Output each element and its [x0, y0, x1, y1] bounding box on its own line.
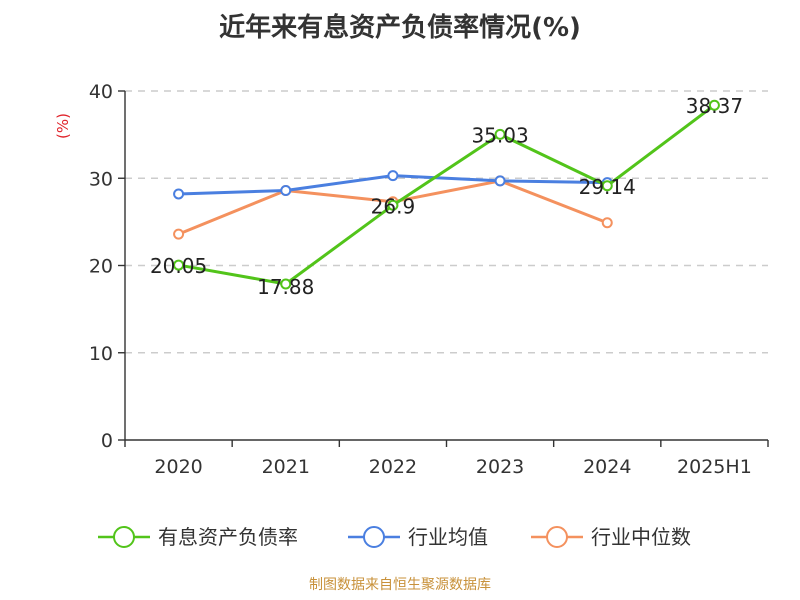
- data-point: [173, 188, 185, 200]
- y-tick-label: 30: [89, 168, 113, 190]
- legend-label: 行业均值: [408, 525, 488, 549]
- data-point: [708, 99, 720, 111]
- x-tick-label: 2024: [583, 456, 631, 478]
- legend-item: 行业均值: [348, 525, 488, 549]
- x-tick-label: 2020: [154, 456, 202, 478]
- data-label: 29.14: [579, 175, 636, 199]
- data-point: [494, 128, 506, 140]
- data-point: [173, 228, 185, 240]
- data-point: [280, 184, 292, 196]
- x-tick-label: 2022: [369, 456, 417, 478]
- data-point: [280, 278, 292, 290]
- legend-item: 有息资产负债率: [98, 525, 298, 549]
- x-tick-label: 2025H1: [677, 456, 752, 478]
- series-0: [173, 99, 720, 290]
- data-point: [387, 199, 399, 211]
- chart-title: 近年来有息资产负债率情况(%): [219, 12, 581, 43]
- x-tick-label: 2023: [476, 456, 524, 478]
- legend-label: 有息资产负债率: [158, 525, 298, 549]
- x-tick-label: 2021: [262, 456, 310, 478]
- legend-marker: [363, 526, 385, 548]
- data-label: 38.37: [686, 94, 743, 118]
- data-label: 35.03: [471, 123, 528, 147]
- data-label: 20.05: [150, 254, 207, 278]
- data-labels: 20.05 17.88 26.9 35.03 29.14 38.37: [150, 94, 743, 299]
- y-tick-label: 20: [89, 256, 113, 278]
- data-point: [173, 259, 185, 271]
- series-lines: [173, 99, 720, 290]
- y-tick-label: 10: [89, 343, 113, 365]
- data-label: 17.88: [257, 275, 314, 299]
- legend-item: 行业中位数: [531, 525, 691, 549]
- data-label: 26.9: [371, 194, 416, 218]
- gridlines: [125, 90, 768, 354]
- y-axis-unit-label: (%): [54, 113, 72, 139]
- data-point: [601, 180, 613, 192]
- legend-label: 行业中位数: [591, 525, 691, 549]
- series-line: [177, 103, 716, 286]
- axes: 0 10 20 30 40 2020 2021 2022 2023 2024 2025H1: [89, 81, 769, 478]
- data-source-note: 制图数据来自恒生聚源数据库: [309, 577, 491, 593]
- y-tick-label: 0: [101, 430, 113, 452]
- data-point: [494, 175, 506, 187]
- legend-marker: [546, 526, 568, 548]
- legend: 有息资产负债率 行业均值 行业中位数: [98, 525, 691, 549]
- legend-marker: [113, 526, 135, 548]
- y-tick-label: 40: [89, 81, 113, 103]
- data-point: [387, 170, 399, 182]
- data-point: [601, 217, 613, 229]
